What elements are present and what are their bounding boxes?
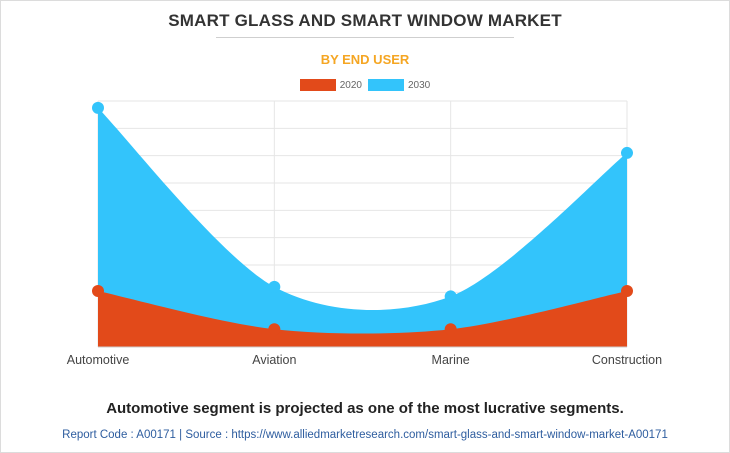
legend-label-2030: 2030: [408, 79, 431, 91]
point-2020-automotive: [92, 284, 104, 297]
point-2030-marine: [444, 290, 457, 303]
x-tick-label: Automotive: [67, 353, 130, 367]
chart-title: SMART GLASS AND SMART WINDOW MARKET: [168, 11, 562, 30]
report-source-footer: Report Code : A00171 | Source : https://…: [62, 429, 668, 441]
legend-label-2020: 2020: [339, 79, 362, 91]
legend-swatch-2030: [368, 79, 404, 91]
point-2020-aviation: [268, 323, 281, 336]
x-tick-label: Marine: [432, 353, 470, 367]
x-tick-label: Construction: [592, 353, 662, 367]
title-divider: [216, 37, 514, 38]
area-series-2020: [98, 290, 627, 347]
point-2030-construction: [621, 146, 633, 159]
legend: 2020 2030: [0, 79, 730, 91]
point-2020-marine: [444, 323, 457, 336]
legend-swatch-2020: [299, 79, 336, 91]
x-tick-label: Aviation: [252, 353, 296, 367]
point-2030-automotive: [92, 101, 104, 114]
point-2020-construction: [621, 284, 633, 297]
conclusion-text: Automotive segment is projected as one o…: [106, 400, 624, 417]
legend-item-2020[interactable]: 2020: [299, 79, 362, 91]
area-series-2030: [98, 107, 627, 347]
legend-item-2030[interactable]: 2030: [368, 79, 430, 91]
chart-subtitle: BY END USER: [320, 52, 410, 67]
point-2030-aviation: [268, 280, 281, 293]
